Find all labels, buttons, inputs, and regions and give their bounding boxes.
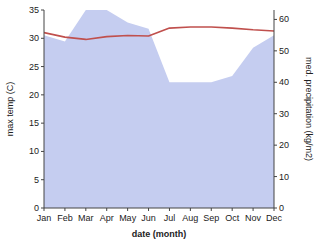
x-tick <box>85 208 86 211</box>
y2-axis-line <box>274 10 275 208</box>
x-tick <box>253 208 254 211</box>
x-tick-label: Jul <box>164 213 176 223</box>
x-tick-label: Nov <box>245 213 262 223</box>
y-tick-label: 35 <box>29 5 39 15</box>
y-tick <box>41 179 44 180</box>
y-tick <box>41 208 44 209</box>
x-tick <box>127 208 128 211</box>
y-tick <box>41 10 44 11</box>
y-tick <box>41 38 44 39</box>
x-tick-label: Feb <box>57 213 73 223</box>
y2-tick <box>274 50 277 51</box>
x-tick-label: Dec <box>266 213 283 223</box>
y2-axis-label: med. precipitation (kg/m2) <box>304 57 314 161</box>
y-tick-label: 20 <box>29 90 39 100</box>
y2-tick <box>274 176 277 177</box>
y2-tick-label: 20 <box>279 140 289 150</box>
x-tick-label: Apr <box>100 213 114 223</box>
y2-tick-label: 0 <box>279 203 284 213</box>
x-tick-label: Jun <box>141 213 156 223</box>
y-tick-label: 0 <box>34 203 39 213</box>
y2-tick-label: 30 <box>279 109 289 119</box>
y2-tick <box>274 113 277 114</box>
chart: JanFebMarAprMayJunJulAugSepOctNovDec0510… <box>0 0 318 247</box>
x-tick <box>232 208 233 211</box>
x-tick <box>106 208 107 211</box>
y-tick-label: 10 <box>29 146 39 156</box>
x-tick-label: Oct <box>225 213 240 223</box>
y-tick <box>41 94 44 95</box>
y-tick <box>41 123 44 124</box>
x-axis-label: date (month) <box>132 229 187 239</box>
y2-tick <box>274 208 277 209</box>
x-tick <box>169 208 170 211</box>
y2-tick <box>274 82 277 83</box>
x-tick-label: May <box>119 213 137 223</box>
y2-tick-label: 10 <box>279 172 289 182</box>
y-tick <box>41 66 44 67</box>
x-tick <box>211 208 212 211</box>
x-tick <box>64 208 65 211</box>
y2-tick-label: 50 <box>279 46 289 56</box>
x-axis-line <box>44 208 274 209</box>
y-tick-label: 30 <box>29 33 39 43</box>
y-tick-label: 25 <box>29 62 39 72</box>
x-tick <box>148 208 149 211</box>
plot-area <box>44 10 274 208</box>
y-axis-label: max temp (C) <box>5 82 15 137</box>
x-tick-label: Sep <box>203 213 219 223</box>
y2-tick-label: 40 <box>279 77 289 87</box>
y2-tick-label: 60 <box>279 14 289 24</box>
precipitation-area <box>44 10 274 208</box>
y-axis-line <box>44 10 45 208</box>
temperature-line <box>44 27 274 39</box>
y2-tick <box>274 19 277 20</box>
x-tick-label: Mar <box>78 213 94 223</box>
y-tick-label: 5 <box>34 175 39 185</box>
y-tick-label: 15 <box>29 118 39 128</box>
x-tick <box>190 208 191 211</box>
x-tick-label: Aug <box>182 213 198 223</box>
y-tick <box>41 151 44 152</box>
y2-tick <box>274 145 277 146</box>
x-tick-label: Jan <box>37 213 52 223</box>
